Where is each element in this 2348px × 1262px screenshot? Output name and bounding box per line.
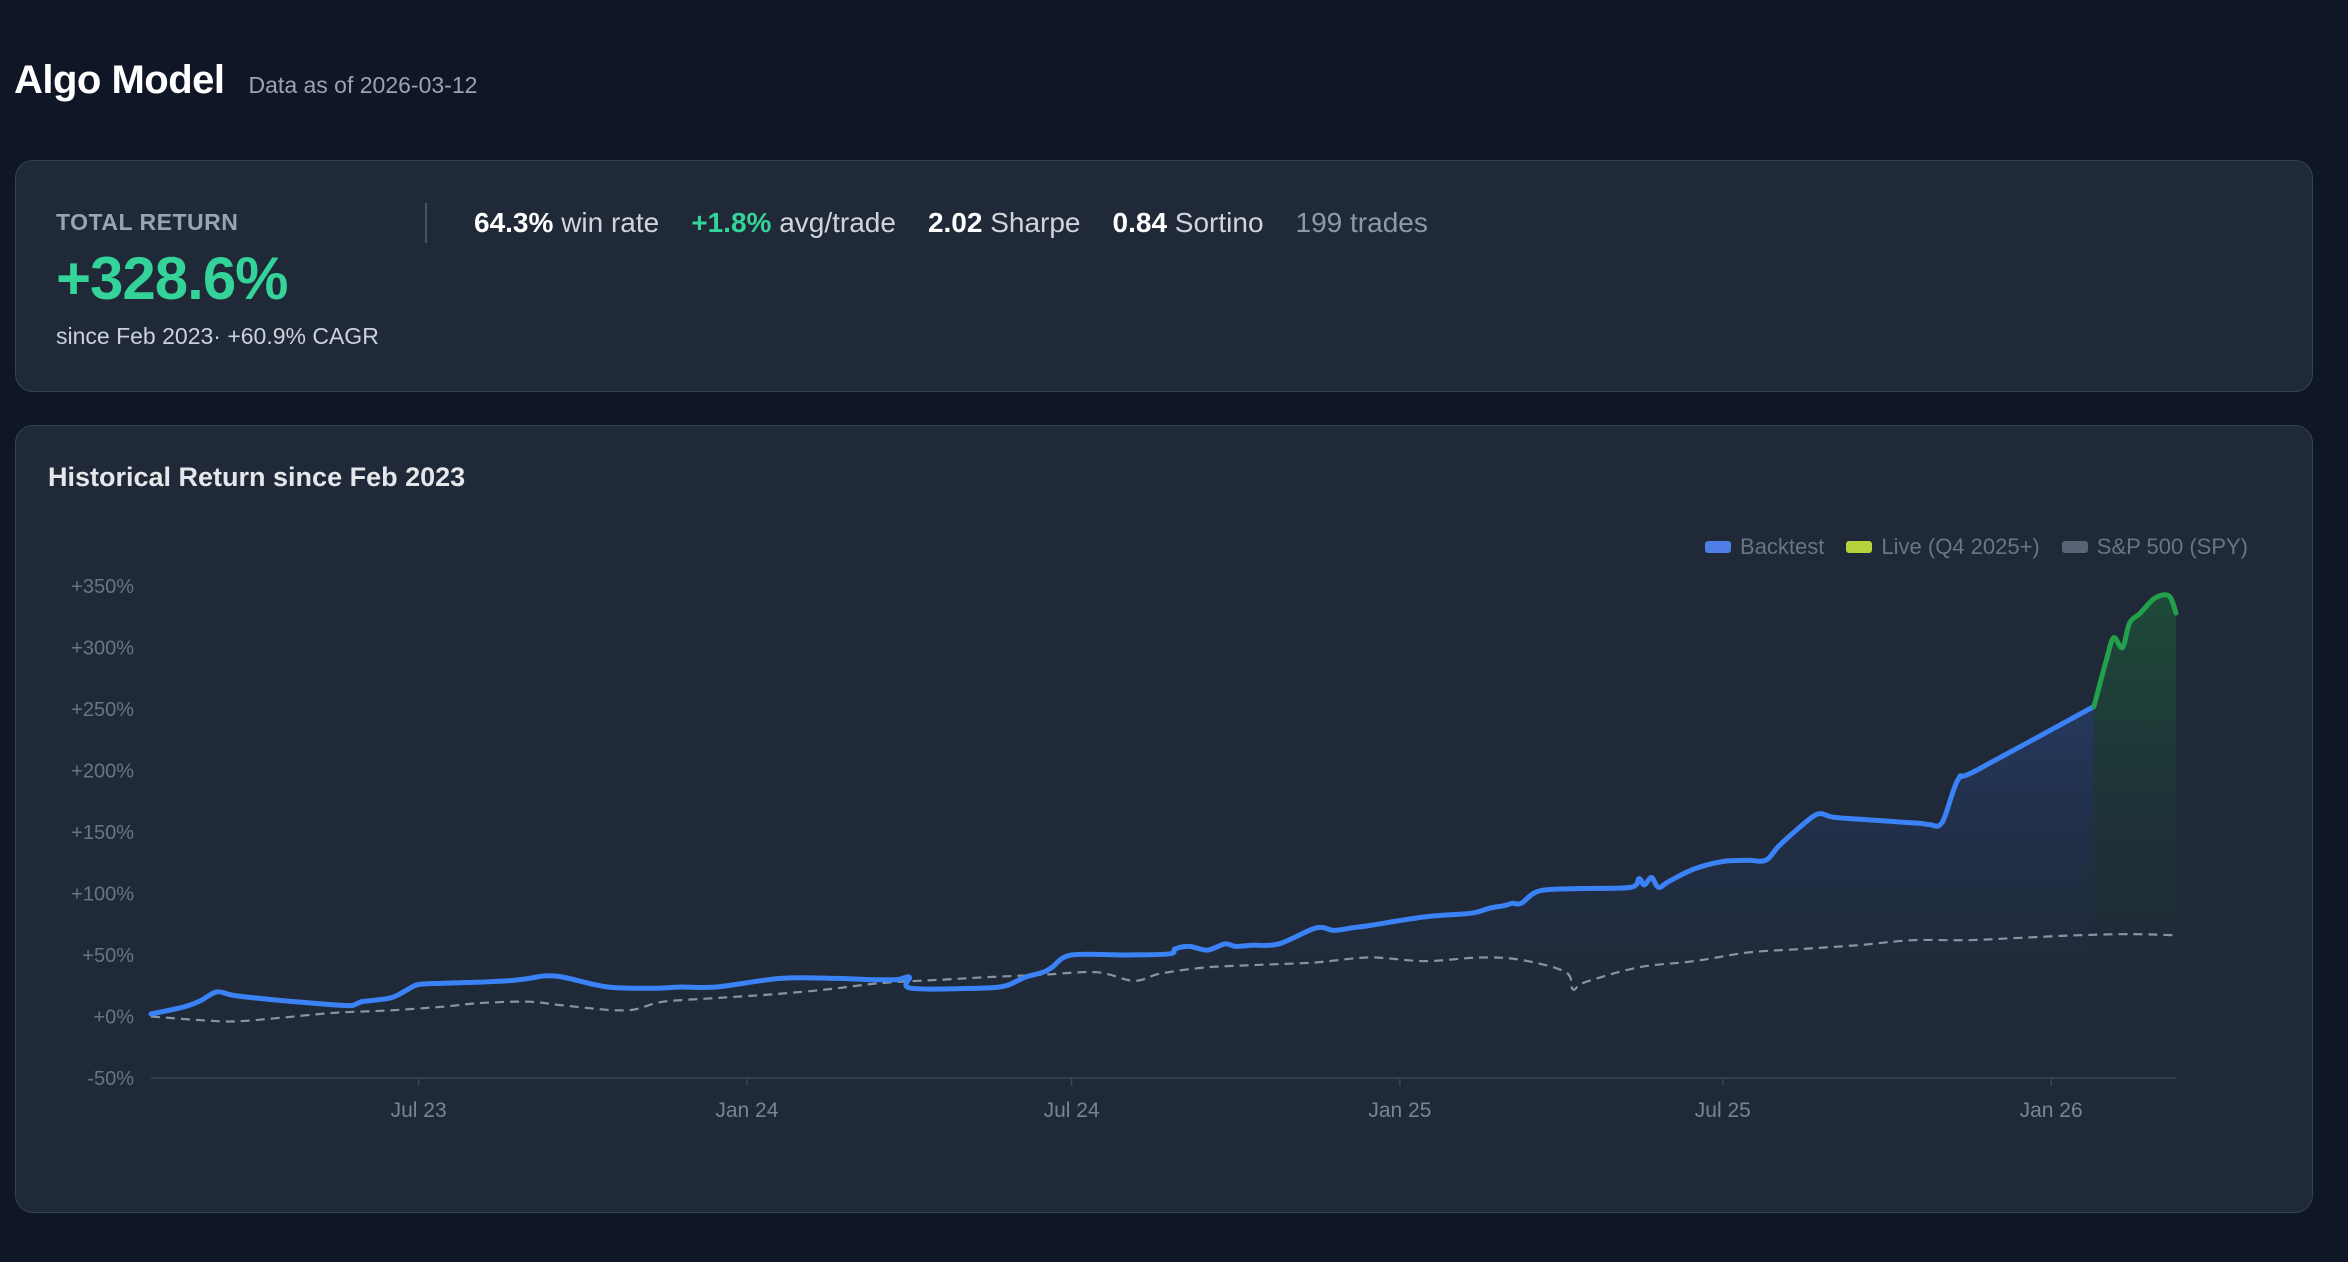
x-tick-label: Jul 25 (1695, 1099, 1751, 1122)
backtest-series-line (148, 704, 2097, 1017)
legend-swatch-backtest (1705, 541, 1732, 553)
live-area (2093, 594, 2176, 1078)
x-tick-label: Jan 26 (2020, 1099, 2083, 1122)
y-tick-label: +150% (71, 822, 134, 844)
page-header: Algo Model Data as of 2026-03-12 (14, 58, 477, 103)
metric-trades: 199 trades (1295, 207, 1428, 238)
metric-sharpe: 2.02 Sharpe (927, 207, 1081, 238)
metric-win-rate: 64.3% win rate (474, 207, 660, 238)
legend-swatch-live (1846, 541, 1873, 553)
y-tick-label: +350% (71, 576, 134, 598)
stats-card: TOTAL RETURN +328.6% since Feb 2023· +60… (15, 160, 2313, 392)
y-tick-label: +250% (71, 699, 134, 721)
metrics-row: 64.3% win rate +1.8% avg/trade 2.02 Shar… (474, 207, 1428, 239)
data-as-of: Data as of 2026-03-12 (248, 72, 478, 98)
backtest-area (151, 706, 2094, 1078)
metric-sortino: 0.84 Sortino (1112, 207, 1264, 238)
total-return-value: +328.6% (56, 245, 289, 312)
y-tick-label: +300% (71, 638, 134, 660)
legend-swatch-spy (2061, 541, 2088, 553)
legend-label-spy: S&P 500 (SPY) (2096, 534, 2248, 559)
historical-return-chart: +350% +300% +250% +200% +150% +100% +50% +0% -50… (71, 576, 2179, 1122)
x-tick-label: Jan 24 (715, 1099, 778, 1122)
x-tick-label: Jan 25 (1368, 1099, 1431, 1122)
chart-card: +350% +300% +250% +200% +150% +100% +50% +0% -50… (15, 425, 2313, 1213)
chart-legend: Backtest Live (Q4 2025+) S&P 500 (SPY) (1705, 534, 2248, 560)
x-tick-label: Jul 23 (391, 1099, 447, 1122)
y-tick-label: +100% (71, 884, 134, 906)
y-tick-label: +50% (82, 945, 134, 967)
x-tick-label: Jul 24 (1044, 1099, 1100, 1122)
stats-divider (425, 203, 427, 243)
y-tick-label: +200% (71, 761, 134, 783)
legend-label-live: Live (Q4 2025+) (1881, 534, 2040, 559)
legend-item-backtest[interactable]: Backtest (1705, 534, 1824, 560)
total-return-subtitle: since Feb 2023· +60.9% CAGR (56, 323, 379, 349)
legend-item-spy[interactable]: S&P 500 (SPY) (2061, 534, 2248, 560)
y-tick-label: +0% (93, 1007, 134, 1029)
metric-avg-trade: +1.8% avg/trade (691, 207, 896, 238)
legend-label-backtest: Backtest (1740, 534, 1825, 559)
y-tick-label: -50% (87, 1068, 134, 1090)
app-title: Algo Model (14, 58, 225, 102)
legend-item-live[interactable]: Live (Q4 2025+) (1846, 534, 2040, 560)
total-return-block: TOTAL RETURN +328.6% since Feb 2023· +60… (56, 209, 379, 350)
spy-series-line (150, 933, 2177, 1023)
live-series-line (2091, 592, 2179, 709)
total-return-label: TOTAL RETURN (56, 209, 239, 235)
chart-title: Historical Return since Feb 2023 (48, 462, 466, 492)
